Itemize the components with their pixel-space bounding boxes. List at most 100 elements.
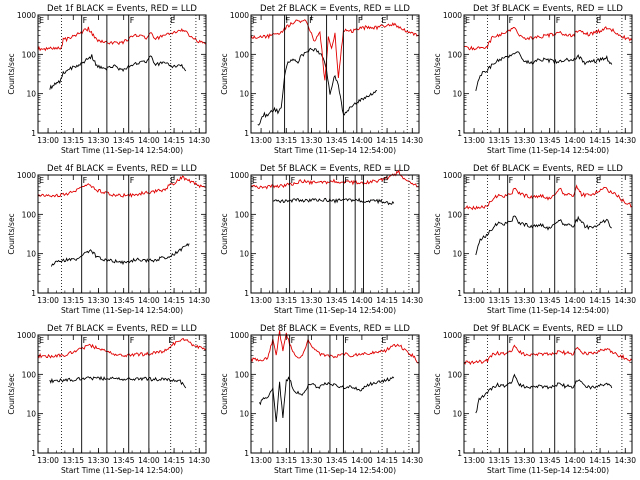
panel-title: Det 5f BLACK = Events, RED = LLD — [260, 164, 410, 174]
x-tick-label: 14:15 — [589, 456, 611, 465]
panel-title: Det 2f BLACK = Events, RED = LLD — [260, 4, 410, 14]
events-series-line — [475, 215, 613, 256]
y-tick-label: 1 — [244, 449, 249, 458]
y-tick-label: 1000 — [443, 331, 462, 340]
x-tick-label: 14:15 — [163, 456, 185, 465]
y-axis-label: Counts/sec — [7, 53, 16, 94]
x-tick-label: 13:30 — [514, 296, 536, 305]
y-tick-label: 100 — [22, 210, 37, 219]
plot-frame — [463, 334, 633, 454]
y-tick-label: 10 — [26, 90, 36, 99]
x-tick-label: 14:15 — [376, 456, 398, 465]
x-tick-label: 14:30 — [401, 136, 423, 145]
x-tick-label: 13:30 — [88, 296, 110, 305]
events-series-line — [50, 242, 190, 267]
x-tick-label: 13:00 — [463, 456, 485, 465]
x-tick-label: 13:30 — [514, 456, 536, 465]
x-tick-label: 13:45 — [113, 296, 135, 305]
lld-series-line — [250, 19, 420, 81]
x-tick-label: 14:30 — [188, 136, 210, 145]
x-tick-label: 13:15 — [275, 296, 297, 305]
y-tick-label: 10 — [452, 90, 462, 99]
events-series-line — [475, 51, 613, 92]
y-axis-label: Counts/sec — [7, 213, 16, 254]
marker-letter: F — [130, 336, 135, 345]
plot-frame — [463, 174, 633, 294]
x-axis-label: Start Time (11-Sep-14 12:54:00) — [61, 146, 183, 155]
x-tick-label: 13:30 — [301, 296, 323, 305]
lld-series-line — [37, 26, 207, 52]
marker-letter: F — [309, 16, 314, 25]
y-tick-label: 1 — [31, 289, 36, 298]
y-tick-label: 100 — [235, 370, 250, 379]
marker-letter: E — [168, 336, 173, 345]
marker-letter: E — [252, 336, 257, 345]
x-tick-label: 14:30 — [401, 456, 423, 465]
y-axis-label: Counts/sec — [220, 53, 229, 94]
y-tick-label: 1 — [457, 129, 462, 138]
x-tick-label: 13:45 — [539, 456, 561, 465]
x-tick-label: 13:15 — [62, 136, 84, 145]
x-tick-label: 14:00 — [138, 136, 160, 145]
x-tick-label: 13:30 — [301, 456, 323, 465]
marker-letter: F — [291, 336, 296, 345]
panel-title: Det 9f BLACK = Events, RED = LLD — [473, 324, 623, 334]
x-tick-label: 13:15 — [62, 456, 84, 465]
y-tick-label: 1000 — [17, 171, 36, 180]
lld-series-line — [37, 175, 207, 198]
marker-letter: F — [509, 16, 514, 25]
x-tick-label: 14:15 — [163, 296, 185, 305]
marker-letter: E — [465, 176, 470, 185]
y-axis-label: Counts/sec — [433, 373, 442, 414]
x-tick-label: 13:00 — [250, 296, 272, 305]
x-tick-label: 13:15 — [275, 456, 297, 465]
lld-series-line — [37, 337, 207, 359]
x-tick-label: 14:30 — [614, 456, 636, 465]
y-tick-label: 10 — [452, 250, 462, 259]
x-axis-label: Start Time (11-Sep-14 12:54:00) — [274, 466, 396, 475]
events-series-line — [257, 47, 378, 126]
y-tick-label: 100 — [448, 210, 463, 219]
y-tick-label: 10 — [452, 410, 462, 419]
x-tick-label: 13:00 — [463, 136, 485, 145]
events-series-line — [49, 375, 187, 389]
marker-letter: F — [509, 336, 514, 345]
y-axis-label: Counts/sec — [7, 373, 16, 414]
y-axis-label: Counts/sec — [220, 213, 229, 254]
y-axis-label: Counts/sec — [433, 53, 442, 94]
marker-letter: E — [381, 336, 386, 345]
lld-series-line — [250, 330, 420, 364]
marker-letter: F — [291, 176, 296, 185]
y-tick-label: 10 — [26, 410, 36, 419]
x-tick-label: 13:00 — [250, 456, 272, 465]
x-tick-label: 14:00 — [138, 456, 160, 465]
marker-letter: E — [596, 16, 601, 25]
y-tick-label: 1 — [244, 289, 249, 298]
x-tick-label: 13:45 — [539, 136, 561, 145]
marker-letter: F — [286, 16, 291, 25]
marker-letter: F — [556, 176, 561, 185]
x-tick-label: 14:15 — [376, 136, 398, 145]
marker-letter: E — [39, 16, 44, 25]
y-tick-label: 10 — [26, 250, 36, 259]
y-tick-label: 1 — [457, 289, 462, 298]
x-axis-label: Start Time (11-Sep-14 12:54:00) — [274, 146, 396, 155]
y-tick-label: 10 — [239, 250, 249, 259]
marker-letter: F — [344, 176, 349, 185]
x-axis-label: Start Time (11-Sep-14 12:54:00) — [61, 466, 183, 475]
marker-letter: F — [130, 16, 135, 25]
x-tick-label: 14:00 — [351, 456, 373, 465]
marker-letter: E — [170, 16, 175, 25]
x-tick-label: 14:15 — [589, 136, 611, 145]
y-tick-label: 100 — [448, 370, 463, 379]
marker-letter: E — [381, 16, 386, 25]
marker-letter: E — [465, 336, 470, 345]
x-tick-label: 14:00 — [351, 136, 373, 145]
y-tick-label: 1 — [457, 449, 462, 458]
